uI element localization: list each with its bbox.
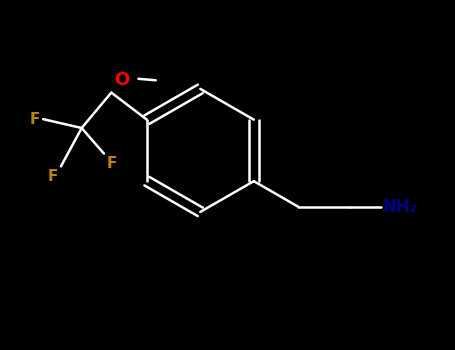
- Text: O: O: [114, 71, 129, 89]
- Text: F: F: [48, 169, 58, 184]
- Text: NH₂: NH₂: [383, 198, 418, 216]
- Text: F: F: [30, 112, 40, 127]
- Text: F: F: [107, 156, 117, 171]
